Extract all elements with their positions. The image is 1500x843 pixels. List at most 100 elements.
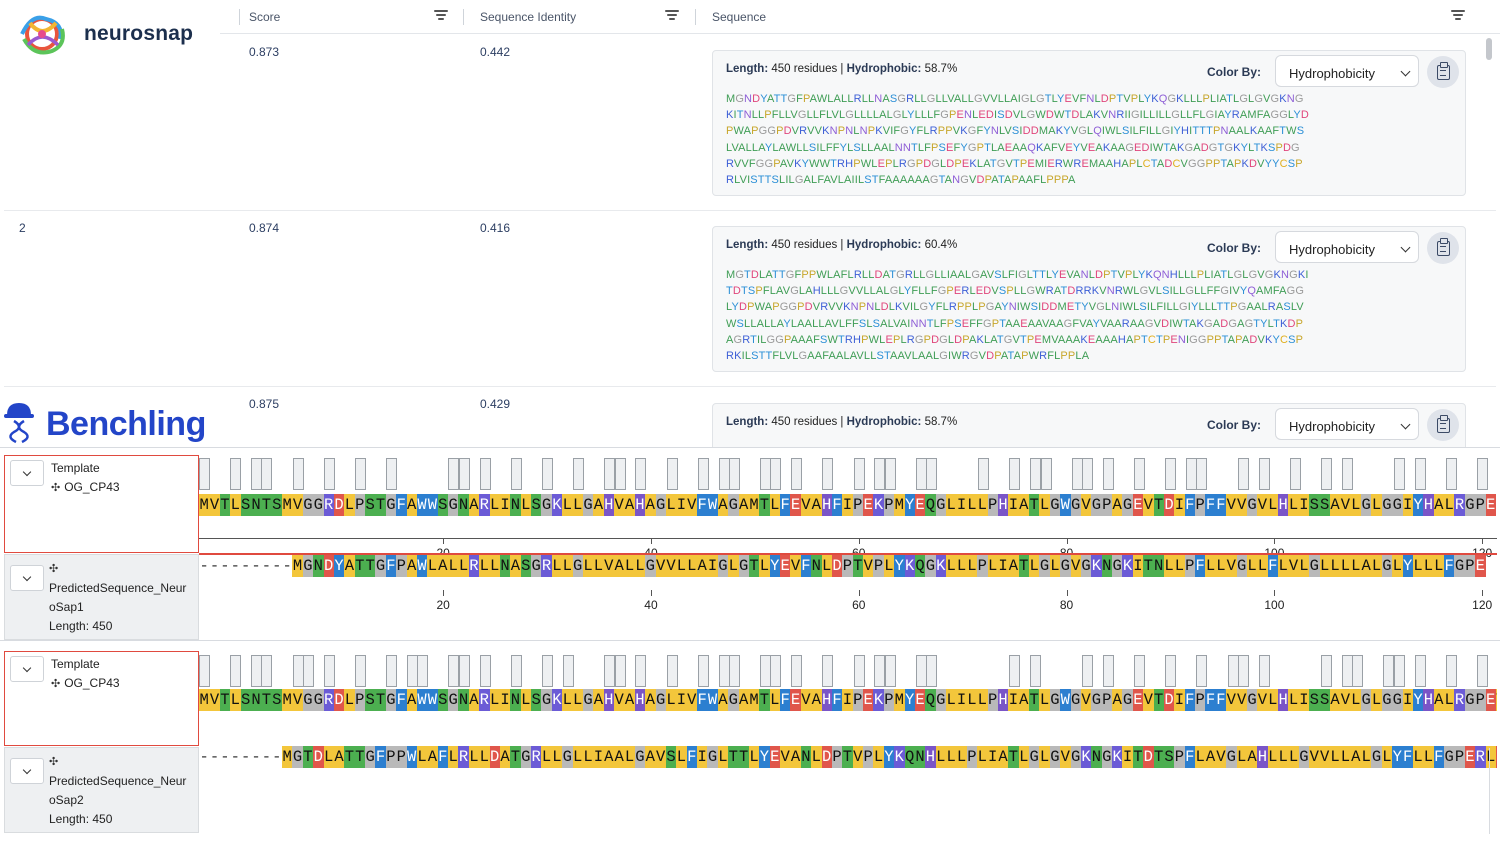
residue: V (686, 689, 697, 711)
residue: G (1371, 746, 1382, 768)
residue: P (852, 689, 863, 711)
residue: L (582, 746, 594, 768)
residue: R (323, 689, 334, 711)
residue: F (697, 494, 708, 516)
copy-clipboard-icon[interactable] (1427, 409, 1459, 441)
residue: G (1246, 689, 1258, 711)
residue: P (883, 689, 895, 711)
residue: P (1454, 746, 1465, 768)
table-row[interactable]: 0.875 0.429 (4, 387, 1496, 447)
residue: L (344, 689, 355, 711)
copy-clipboard-icon[interactable] (1427, 56, 1459, 88)
residue: P (354, 689, 365, 711)
expand-track-button[interactable] (10, 565, 44, 591)
sequence-card: Length: 450 residues | Hydrophobic: 58.7… (712, 50, 1466, 196)
residue: L (1163, 555, 1175, 577)
table-row[interactable]: 0.873 0.442 (4, 35, 1496, 211)
conservation-bar (822, 458, 834, 490)
ruler-label: 80 (1059, 598, 1074, 612)
identity-filter-icon[interactable] (665, 10, 679, 22)
residue: - (261, 557, 272, 575)
color-by-select[interactable]: Hydrophobicity (1275, 408, 1419, 440)
residue: M (292, 555, 303, 577)
conservation-bar (1165, 458, 1177, 490)
score-filter-icon[interactable] (434, 10, 448, 22)
conservation-bar (1009, 655, 1021, 687)
conservation-bar (1196, 458, 1208, 490)
residue: G (717, 555, 729, 577)
template-track-label[interactable]: Template ✣ OG_CP43 (4, 455, 199, 553)
residue: L (946, 689, 957, 711)
residue: S (1163, 746, 1175, 768)
residue: F (697, 689, 708, 711)
residue: H (925, 746, 936, 768)
residue: Y (883, 746, 895, 768)
expand-track-button[interactable] (10, 656, 44, 682)
block-divider (0, 640, 1500, 641)
residue: D (333, 494, 345, 516)
copy-clipboard-icon[interactable] (1427, 232, 1459, 264)
residue: A (738, 494, 749, 516)
residue: H (821, 494, 832, 516)
residue: H (634, 494, 646, 516)
residue: L (1278, 555, 1289, 577)
residue: S (271, 689, 282, 711)
sequence-column-header[interactable]: Sequence (695, 0, 766, 34)
residue: G (1392, 689, 1403, 711)
residue: A (468, 494, 480, 516)
residue: H (821, 689, 832, 711)
residue: P (1195, 689, 1206, 711)
conservation-bar (978, 458, 990, 490)
conservation-bar (1040, 458, 1052, 490)
residue: L (593, 555, 604, 577)
conservation-bar (853, 655, 865, 687)
pin-icon: ✣ (51, 482, 61, 494)
color-by-select[interactable]: Hydrophobicity (1275, 231, 1419, 263)
conservation-bar (541, 458, 553, 490)
table-row[interactable]: 2 0.874 0.416 (4, 211, 1496, 387)
residue: T (354, 555, 365, 577)
residue: E (1132, 689, 1144, 711)
conservation-bar (635, 458, 647, 490)
template-track-label[interactable]: Template ✣ OG_CP43 (4, 651, 199, 746)
residue: D (1163, 494, 1175, 516)
residue: V (1143, 689, 1154, 711)
ruler-tick (443, 538, 445, 544)
residue: T (1153, 689, 1164, 711)
predicted-track-label[interactable]: ✣ PredictedSequence_Neur oSap1 Length: 4… (4, 554, 199, 640)
score-column-header[interactable]: Score (239, 0, 280, 34)
column-divider (695, 9, 696, 25)
chevron-down-icon (1400, 66, 1411, 77)
residue: H (1278, 494, 1289, 516)
identity-column-header[interactable]: Sequence Identity (463, 0, 576, 34)
residue: G (1080, 555, 1092, 577)
residue: L (956, 555, 967, 577)
residue: F (1184, 689, 1195, 711)
residue: L (1350, 555, 1361, 577)
residue: F (780, 494, 791, 516)
residue: G (541, 689, 552, 711)
residue: G (1444, 746, 1455, 768)
residue: A (645, 746, 656, 768)
conservation-bar (1445, 458, 1457, 490)
color-by-select[interactable]: Hydrophobicity (1275, 55, 1419, 87)
residue: F (686, 746, 697, 768)
sequence-filter-icon[interactable] (1451, 10, 1465, 22)
residue: P (863, 746, 874, 768)
table-scrollbar[interactable] (1486, 38, 1492, 60)
conservation-bar (354, 655, 366, 687)
residue: T (344, 746, 355, 768)
residue: N (313, 555, 324, 577)
predicted-track-label[interactable]: ✣ PredictedSequence_Neur oSap2 Length: 4… (4, 747, 199, 833)
residue: V (1257, 689, 1268, 711)
conservation-bar (417, 655, 429, 687)
residue: L (468, 746, 480, 768)
residue: - (230, 748, 240, 766)
expand-track-button[interactable] (10, 460, 44, 486)
expand-track-button[interactable] (10, 758, 44, 784)
residue: M (748, 689, 760, 711)
